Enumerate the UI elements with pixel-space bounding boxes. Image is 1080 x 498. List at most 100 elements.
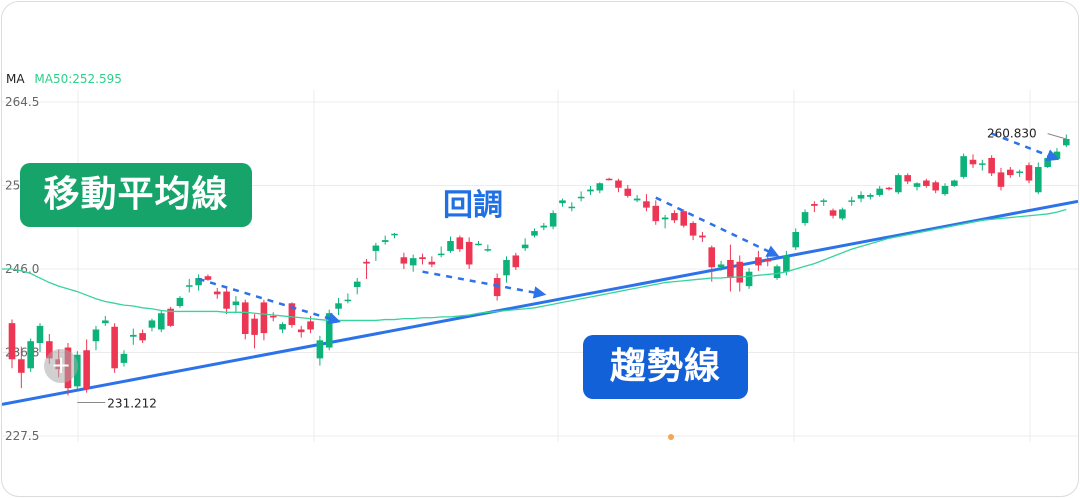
candle-body — [764, 259, 772, 262]
candle-body — [391, 233, 398, 236]
candle-body — [456, 237, 464, 250]
candle-body — [904, 175, 911, 182]
candle-body — [792, 231, 800, 248]
candle-body — [699, 235, 706, 238]
candle-body — [941, 185, 949, 195]
candle-body — [671, 213, 678, 221]
candle-body — [1053, 151, 1061, 159]
candle-body — [549, 213, 557, 227]
candle-body — [503, 259, 510, 276]
candle-body — [848, 200, 855, 202]
candle-body — [251, 318, 258, 335]
candle-body — [997, 172, 1005, 187]
candle-body — [8, 323, 16, 360]
candle-body — [185, 285, 193, 287]
candle-body — [484, 249, 492, 251]
candle-body — [867, 194, 874, 197]
candle-body — [521, 244, 529, 249]
candle-body — [1025, 165, 1033, 181]
candle-body — [885, 187, 893, 190]
candle-body — [475, 243, 482, 246]
candle-body — [783, 255, 790, 272]
candle-body — [895, 175, 902, 193]
candle-body — [419, 257, 426, 260]
candle-body — [727, 259, 734, 279]
candle-body — [325, 313, 333, 348]
candle-body — [223, 291, 230, 309]
legend-ma50: MA50:252.595 — [34, 72, 122, 86]
trendline-tag: 趨勢線 — [583, 335, 748, 399]
candle-body — [157, 313, 165, 330]
candle-body — [260, 302, 268, 334]
candle-body — [708, 247, 716, 268]
candle-body — [344, 299, 352, 302]
candle-body — [1007, 169, 1014, 176]
ma50-layer — [2, 208, 1067, 322]
candle-body — [465, 241, 473, 265]
candle-body — [83, 350, 90, 390]
candle-body — [512, 255, 520, 268]
candle-body — [279, 324, 286, 330]
candle-body — [447, 241, 454, 251]
candle-body — [102, 320, 109, 324]
candle-body — [195, 278, 202, 286]
price-labels: 231.212 260.830 — [77, 127, 1067, 440]
candle-body — [18, 359, 25, 373]
candle-body — [1062, 139, 1070, 146]
high-value-label: 260.830 — [987, 127, 1037, 141]
candle-body — [801, 212, 809, 223]
legend-ma: MA — [6, 72, 25, 86]
candle-body — [372, 245, 380, 251]
candle-body — [400, 257, 408, 264]
candle-body — [559, 200, 566, 204]
candle-body — [297, 329, 305, 333]
candle-body — [363, 261, 370, 264]
candle-body — [829, 210, 837, 216]
candle-body — [92, 329, 100, 342]
y-tick-label: 227.5 — [5, 429, 39, 443]
marker-dot — [668, 434, 674, 440]
candle-body — [857, 194, 865, 199]
candle-body — [643, 201, 650, 208]
candle-body — [540, 225, 548, 228]
pullback-arrow — [655, 196, 780, 257]
candle-body — [577, 196, 585, 199]
pullback-arrow — [422, 270, 547, 299]
candle-body — [960, 156, 967, 177]
high-leader — [1047, 133, 1067, 140]
candle-body — [213, 291, 221, 295]
candle-body — [204, 276, 212, 280]
candle-body — [951, 180, 958, 186]
candle-body — [680, 211, 688, 226]
candle-body — [969, 159, 977, 165]
ma50-line — [2, 208, 1067, 322]
plus-icon[interactable]: + — [44, 349, 78, 383]
candle-body — [428, 261, 436, 265]
candle-body — [493, 278, 501, 297]
candle-body — [587, 189, 594, 192]
candle-body — [27, 341, 34, 369]
trendline — [2, 199, 1078, 406]
candle-body — [1035, 166, 1042, 193]
grid — [2, 90, 1078, 442]
candle-body — [736, 261, 744, 283]
candle-body — [633, 198, 641, 201]
pullback-arrow — [198, 277, 341, 325]
candle-body — [46, 341, 53, 359]
candle-body — [316, 340, 324, 359]
candle-body — [988, 157, 995, 174]
candle-body — [232, 301, 240, 306]
candle-body — [120, 353, 128, 363]
candle-body — [1016, 171, 1023, 174]
candle-body — [129, 334, 137, 337]
indicator-legend[interactable]: MA MA50:252.595 — [6, 72, 122, 86]
candle-body — [624, 188, 632, 196]
y-tick-label: 246.0 — [5, 262, 39, 276]
candle-body — [689, 222, 697, 236]
candle-body — [605, 178, 613, 181]
candle-body — [1044, 157, 1051, 167]
candle-body — [568, 206, 576, 209]
candle-body — [839, 209, 846, 219]
candle-body — [773, 266, 781, 279]
